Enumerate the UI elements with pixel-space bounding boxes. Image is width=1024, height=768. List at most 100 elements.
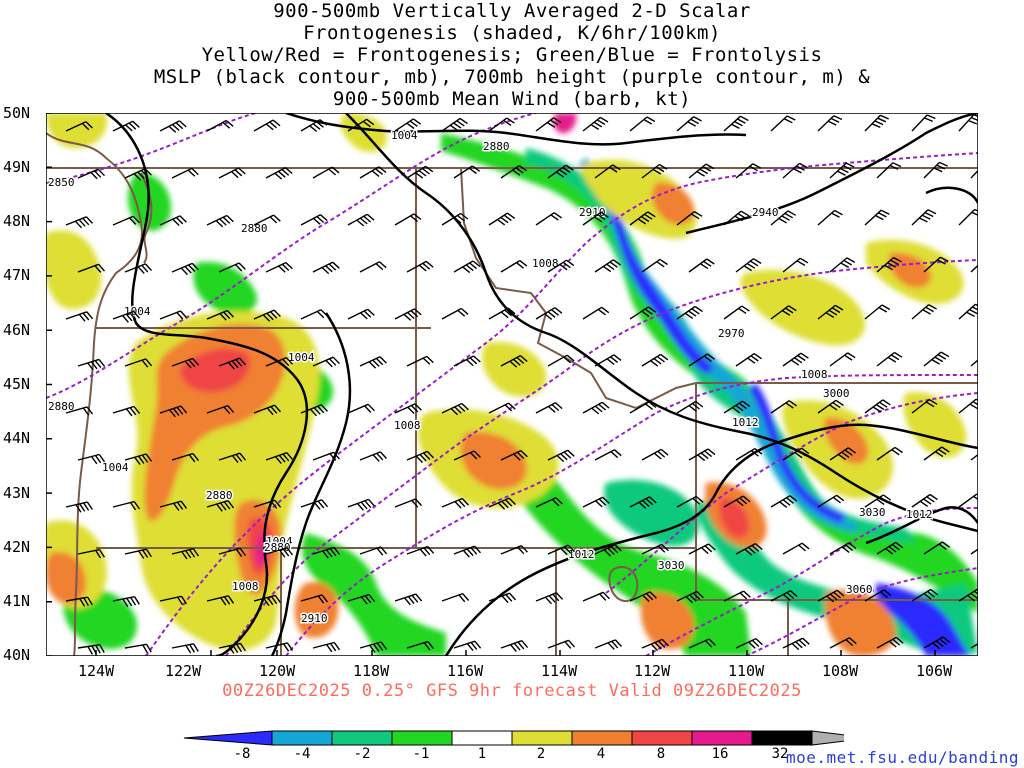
wind-barb — [500, 354, 528, 368]
wind-barb — [629, 306, 657, 320]
wind-barb — [594, 354, 622, 367]
wind-barb — [735, 353, 763, 367]
axis-ticks — [46, 113, 936, 656]
wind-barb — [629, 496, 657, 509]
wind-barb — [864, 114, 889, 132]
wind-barb — [171, 357, 200, 369]
wind-barb — [723, 590, 751, 602]
wind-barb — [77, 453, 106, 465]
wind-barb — [817, 589, 845, 603]
colorbar-cell — [271, 730, 333, 746]
wind-barb — [500, 545, 529, 555]
wind-barb — [817, 399, 844, 414]
mslp-label: 1004 — [266, 535, 293, 548]
lat-label: 47N — [3, 266, 31, 284]
height-contour-3030 — [645, 507, 978, 656]
wind-barb — [206, 119, 234, 132]
wind-barb — [171, 262, 200, 276]
height-label: 3000 — [823, 387, 850, 400]
credit-link[interactable]: moe.met.fsu.edu/banding — [786, 748, 1020, 767]
height-label: 3030 — [658, 559, 685, 572]
frontogenesis-area — [294, 582, 339, 638]
colorbar-cell — [331, 730, 393, 746]
wind-barb — [876, 162, 902, 179]
wind-barb — [923, 161, 948, 179]
wind-barb — [394, 498, 423, 508]
colorbar-label: -8 — [233, 746, 251, 762]
wind-barb — [394, 118, 422, 132]
wind-barb — [265, 261, 293, 273]
frontogenesis-map: 1004 1004 1004 1004 1004 1008 1008 1008 … — [46, 113, 978, 656]
frontolysis-band — [193, 262, 257, 315]
wind-barb — [676, 590, 704, 604]
colorbar-label: -1 — [412, 746, 430, 762]
title-line-4: MSLP (black contour, mb), 700mb height (… — [153, 66, 871, 88]
lon-label: 110W — [728, 662, 765, 680]
wind-barb — [112, 215, 141, 226]
wind-barb — [676, 211, 703, 226]
colorbar-label: 16 — [711, 746, 729, 762]
wind-barb — [594, 164, 621, 179]
colorbar-cell — [571, 730, 633, 746]
colorbar-cell — [751, 730, 813, 746]
wind-barb — [347, 213, 375, 227]
wind-barb — [629, 591, 657, 602]
mslp-contour-low — [925, 186, 978, 204]
lat-label: 46N — [3, 321, 31, 339]
wind-barb — [911, 114, 936, 132]
frontolysis-band — [604, 479, 699, 547]
frontolysis-core — [588, 168, 714, 375]
wind-barb — [65, 406, 94, 416]
wind-barb — [829, 542, 857, 555]
wind-barb — [359, 546, 388, 556]
wind-barb — [300, 594, 329, 604]
wind-barb — [406, 450, 435, 464]
wind-barb — [547, 259, 575, 273]
wind-barb — [265, 547, 294, 558]
wind-barb — [641, 448, 669, 461]
wind-barb — [441, 117, 468, 132]
wind-barb — [641, 163, 668, 179]
wind-barb — [453, 260, 481, 274]
wind-barb — [641, 258, 668, 273]
wind-barb — [218, 357, 247, 370]
wind-barb — [206, 404, 235, 415]
wind-barb — [488, 212, 516, 226]
wind-barb — [817, 494, 845, 508]
wind-barb — [441, 402, 469, 416]
wind-barb — [312, 546, 341, 559]
mslp-contour-1004 — [105, 113, 309, 656]
wind-barb — [817, 304, 844, 320]
wind-barb — [641, 353, 669, 367]
wind-barb — [688, 353, 716, 367]
wind-barb — [958, 114, 978, 132]
wind-barb — [782, 542, 810, 555]
height-contours — [46, 113, 978, 656]
wind-barb — [829, 447, 857, 461]
colorbar-label: 2 — [536, 746, 546, 762]
height-label: 3030 — [859, 506, 886, 519]
wind-barb — [159, 120, 187, 133]
wind-barb — [218, 547, 247, 558]
wind-barb — [594, 259, 622, 273]
colorbar-label: -4 — [293, 746, 311, 762]
lat-label: 44N — [3, 429, 31, 447]
mslp-label: 1004 — [288, 351, 315, 364]
title-line-2: Frontogenesis (shaded, K/6hr/100km) — [303, 22, 721, 44]
frontogenesis-area — [144, 324, 286, 522]
contour-labels: 1004 1004 1004 1004 1004 1008 1008 1008 … — [47, 128, 935, 627]
wind-barb — [218, 642, 246, 654]
lon-label: 114W — [541, 662, 578, 680]
wind-barb — [735, 448, 763, 461]
wind-barb — [911, 209, 937, 226]
frontogenesis-area — [652, 182, 695, 225]
wind-barb — [253, 214, 281, 226]
wind-barb — [770, 305, 797, 320]
wind-barb — [65, 501, 93, 513]
mslp-label: 1012 — [732, 416, 759, 429]
wind-barb — [112, 405, 141, 417]
colorbar-cell — [811, 730, 844, 746]
wind-barb — [312, 451, 341, 461]
wind-barb — [253, 119, 281, 132]
wind-barb — [112, 120, 140, 132]
